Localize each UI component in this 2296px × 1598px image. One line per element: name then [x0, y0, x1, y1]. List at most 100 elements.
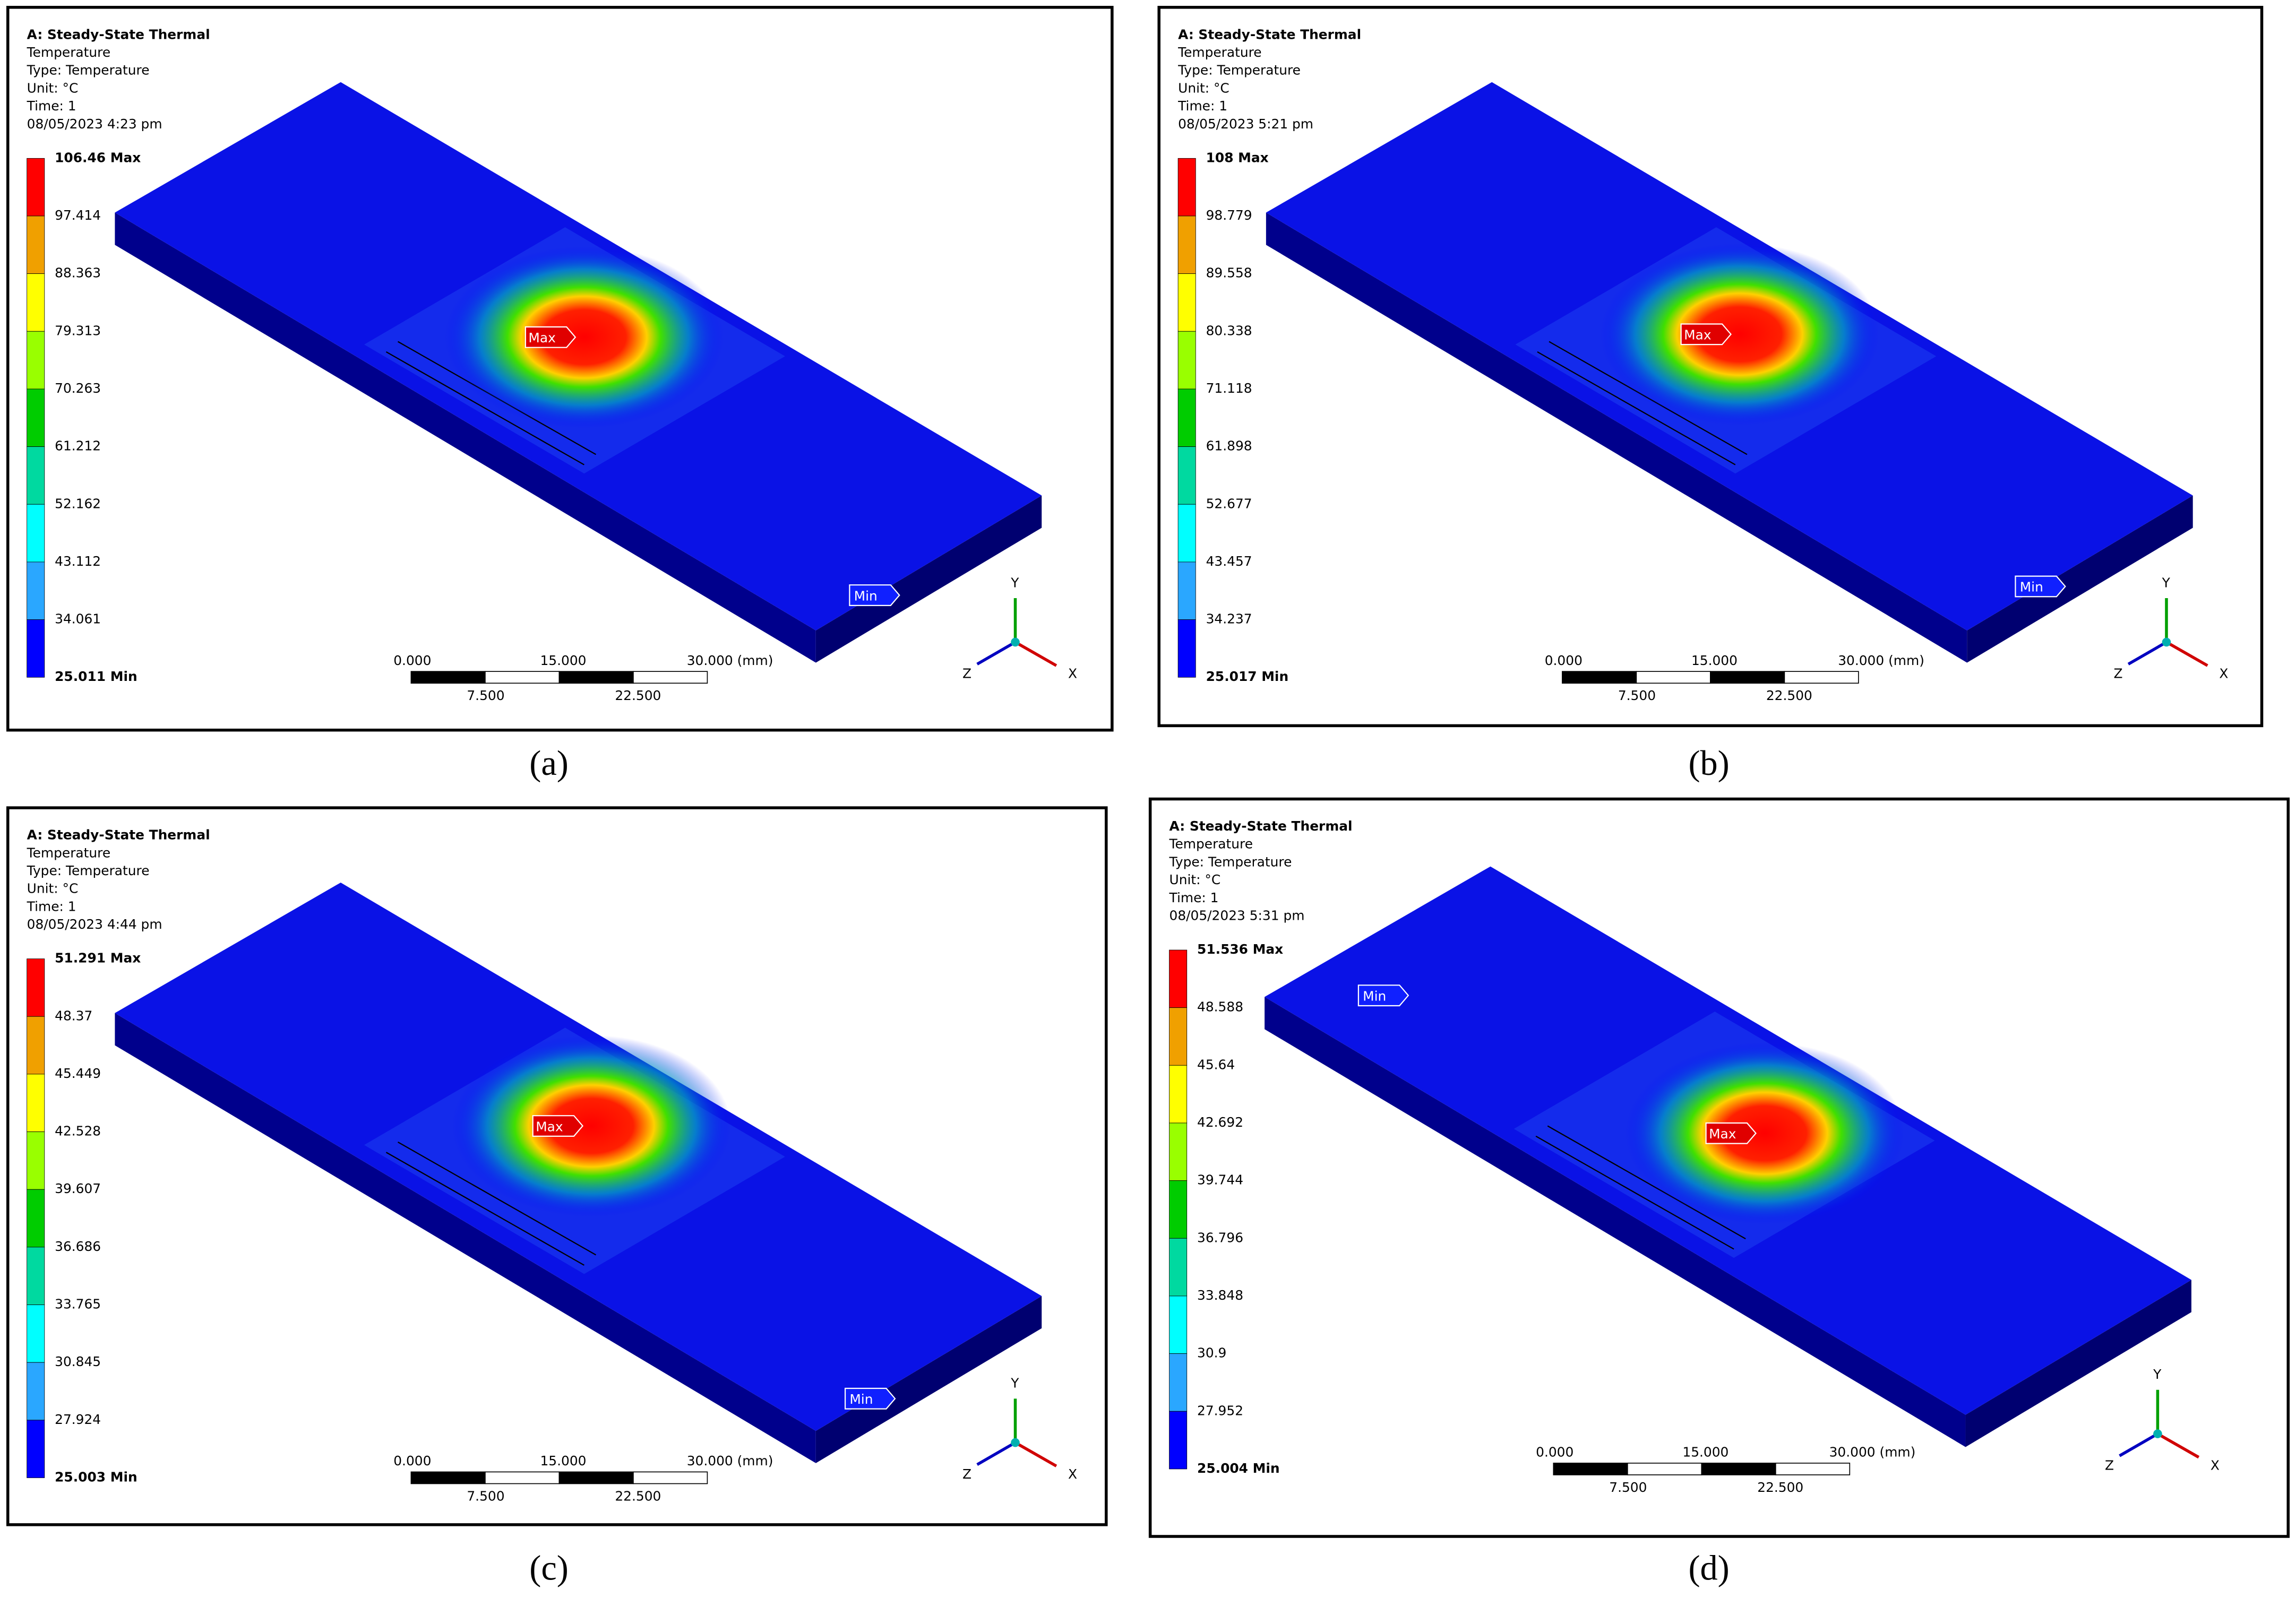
legend-band: [27, 1420, 45, 1478]
scale-label: 15.000: [1691, 653, 1738, 668]
axis-label: X: [1068, 1466, 1077, 1482]
axis-z: [976, 1441, 1016, 1466]
header-line: Temperature: [1169, 836, 1253, 852]
scale-label: 7.500: [1618, 688, 1656, 703]
axis-label: X: [2219, 666, 2228, 681]
legend-label: 45.64: [1197, 1057, 1235, 1072]
header-line: 08/05/2023 4:23 pm: [27, 116, 162, 132]
scale-label: 22.500: [1766, 688, 1812, 703]
marker-label: Min: [1363, 988, 1386, 1004]
slab-front: [1266, 212, 1967, 663]
scale-label: 15.000: [1682, 1445, 1729, 1460]
result-panel: Max Min A: Steady-State Thermal Temperature…: [6, 6, 1114, 783]
min-marker: Min: [2015, 575, 2066, 598]
header-line: Type: Temperature: [1169, 854, 1292, 869]
legend-band: [27, 273, 45, 332]
marker-label: Max: [1709, 1126, 1736, 1142]
scale-segment: [558, 1471, 634, 1484]
legend-label: 42.528: [55, 1124, 101, 1139]
result-panel: Max Min A: Steady-State Thermal Temperature…: [6, 806, 1108, 1587]
result-panel: Max Min A: Steady-State Thermal Temperature…: [1157, 6, 2264, 783]
hot-spot: [444, 246, 724, 428]
legend-label: 34.061: [55, 611, 101, 627]
header-line: A: Steady-State Thermal: [1170, 818, 1353, 834]
legend-label: 80.338: [1206, 323, 1252, 338]
max-marker: Max: [1680, 323, 1732, 345]
legend-band: [27, 446, 45, 505]
axis-label: Y: [1010, 1376, 1019, 1391]
legend-label: 70.263: [55, 381, 101, 396]
scale-label: 15.000: [540, 1453, 586, 1469]
marker-shape: [524, 326, 577, 348]
scale-label: 30.000 (mm): [1838, 653, 1924, 668]
scale-segment: [1710, 671, 1785, 684]
marker-shape: [1680, 323, 1732, 345]
axis-label: X: [2211, 1457, 2220, 1473]
slab-front: [115, 212, 816, 663]
marker-shape: [1357, 984, 1409, 1007]
legend-band: [1177, 619, 1196, 678]
axis-label: Z: [2114, 666, 2123, 681]
scale-label: 0.000: [393, 1453, 431, 1469]
legend-label: 61.898: [1206, 438, 1252, 454]
header-line: Time: 1: [27, 899, 76, 914]
scale-label: 30.000 (mm): [687, 1453, 773, 1469]
legend-band: [1169, 1295, 1188, 1354]
legend-band: [1169, 1180, 1188, 1239]
legend-label: 97.414: [55, 208, 101, 223]
panel-caption: (b): [1688, 744, 1729, 783]
scale-label: 0.000: [1545, 653, 1583, 668]
legend-band: [27, 1247, 45, 1305]
scale-segment: [1701, 1463, 1776, 1475]
scale-label: 7.500: [467, 1488, 504, 1504]
header-line: Time: 1: [1169, 890, 1219, 905]
legend-label: 33.765: [55, 1297, 101, 1312]
legend-label: 30.845: [55, 1354, 101, 1369]
legend-label: 89.558: [1206, 265, 1252, 281]
legend-label: 33.848: [1197, 1288, 1243, 1303]
scale-segment: [410, 1471, 486, 1484]
legend-band: [1169, 1065, 1188, 1124]
marker-label: Max: [528, 330, 555, 345]
marker-shape: [844, 1387, 896, 1410]
legend-band: [27, 1016, 45, 1075]
legend-band: [27, 958, 45, 1017]
header-line: 08/05/2023 5:31 pm: [1170, 908, 1305, 923]
legend-label: 43.457: [1206, 554, 1252, 569]
axis-x: [1014, 1441, 1057, 1467]
legend-label: 98.779: [1206, 208, 1252, 223]
legend-band: [1169, 1411, 1188, 1470]
legend-band: [1177, 446, 1196, 505]
axis-z: [2119, 1432, 2159, 1457]
min-marker: Min: [849, 584, 900, 606]
legend-label: 34.237: [1206, 611, 1252, 627]
legend-label: 52.677: [1206, 496, 1252, 511]
marker-label: Min: [854, 588, 878, 603]
scale-label: 30.000 (mm): [1829, 1445, 1916, 1460]
scale-segment: [1775, 1463, 1851, 1475]
scale-segment: [410, 671, 486, 684]
legend-band: [27, 504, 45, 563]
scale-label: 7.500: [467, 688, 504, 703]
header-line: Temperature: [27, 45, 110, 60]
header-line: A: Steady-State Thermal: [27, 827, 210, 843]
max-marker: Max: [1705, 1122, 1757, 1144]
legend-band: [1169, 1353, 1188, 1412]
legend-label: 61.212: [55, 438, 101, 454]
legend-label: 48.588: [1197, 999, 1243, 1015]
min-marker: Min: [844, 1387, 896, 1410]
axis-z: [976, 641, 1016, 666]
legend-label: 25.003 Min: [55, 1469, 137, 1484]
legend-label: 25.011 Min: [55, 669, 137, 684]
legend-label: 25.017 Min: [1206, 669, 1289, 684]
legend-band: [27, 1189, 45, 1248]
panel-caption: (c): [529, 1549, 569, 1587]
marker-shape: [532, 1115, 584, 1137]
legend-label: 30.9: [1197, 1345, 1226, 1361]
legend-band: [27, 1362, 45, 1421]
scale-segment: [1784, 671, 1859, 684]
axis-x: [1014, 641, 1057, 667]
header-line: Temperature: [1177, 45, 1261, 60]
scale-label: 30.000 (mm): [687, 653, 773, 668]
